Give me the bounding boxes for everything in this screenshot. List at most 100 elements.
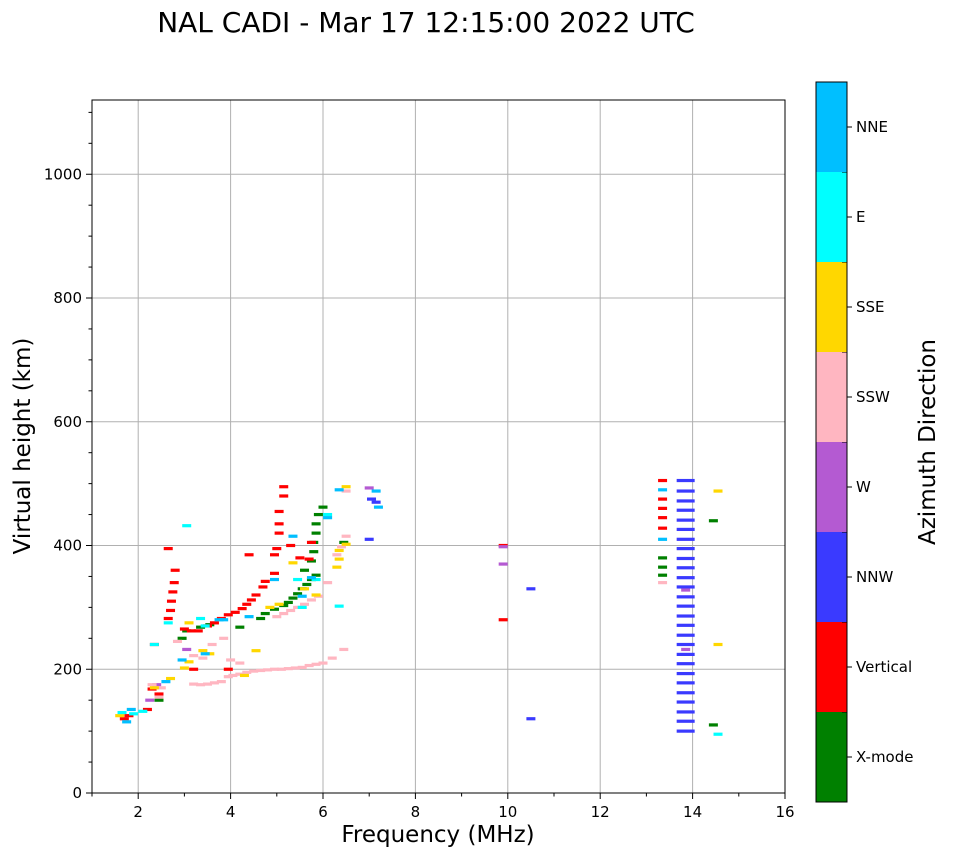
data-point-ssw: [336, 545, 346, 549]
data-point-ssw: [147, 683, 157, 687]
data-point-vertical: [658, 526, 668, 530]
x-tick-label: 6: [318, 803, 328, 821]
colorbar-segment: [816, 712, 847, 802]
data-point-e: [713, 732, 723, 736]
data-point-ssw: [226, 658, 236, 662]
data-point-x-mode: [235, 625, 245, 629]
data-point-vertical: [274, 509, 284, 514]
data-point-vertical: [223, 667, 233, 671]
data-point-vertical: [274, 531, 284, 535]
data-point-nne: [334, 488, 344, 492]
data-point-sse: [341, 542, 351, 546]
data-point-ssw: [172, 639, 182, 644]
data-point-sse: [184, 621, 194, 625]
colorbar-label-w: W: [856, 478, 871, 496]
data-point-x-mode: [309, 550, 319, 554]
x-tick-label: 4: [226, 803, 236, 821]
colorbar-label-vertical: Vertical: [856, 658, 912, 676]
data-point-sse: [265, 605, 275, 609]
data-point-ssw: [256, 668, 266, 673]
data-point-nnw: [676, 614, 695, 618]
data-point-sse: [713, 489, 723, 493]
data-point-e: [138, 709, 148, 713]
data-point-vertical: [154, 692, 164, 696]
data-point-vertical: [163, 616, 173, 621]
data-point-nne: [214, 618, 224, 622]
data-point-vertical: [189, 667, 199, 671]
data-point-x-mode: [293, 592, 303, 596]
colorbar-label-ssw: SSW: [856, 388, 890, 406]
data-point-nnw: [676, 478, 695, 483]
data-point-ssw: [658, 581, 668, 585]
data-point-ssw: [341, 534, 351, 538]
data-point-x-mode: [300, 568, 310, 572]
data-point-e: [200, 624, 210, 628]
data-point-nne: [658, 488, 668, 492]
data-point-vertical: [186, 629, 196, 633]
data-point-nnw: [676, 566, 695, 570]
data-point-w: [182, 647, 192, 652]
data-point-sse: [311, 593, 321, 597]
colorbar: X-mode Vertical NNW W SSW SSE E NNE: [815, 81, 913, 803]
colorbar-label-e: E: [856, 208, 865, 226]
data-point-ssw: [203, 682, 212, 686]
data-point-x-mode: [658, 573, 668, 577]
y-tick-label: 1000: [44, 165, 82, 183]
data-point-vertical: [166, 599, 176, 603]
x-tick-label: 12: [591, 803, 610, 821]
data-point-ssw: [272, 615, 282, 619]
data-point-vertical: [223, 613, 233, 617]
data-point-vertical: [269, 553, 279, 557]
data-point-vertical: [279, 485, 289, 489]
data-point-vertical: [166, 608, 176, 613]
data-point-nnw: [676, 585, 695, 589]
colorbar-frame: [815, 81, 848, 803]
x-tick-label: 2: [133, 803, 143, 821]
data-point-x-mode: [288, 596, 298, 600]
data-point-sse: [115, 714, 125, 718]
data-point-vertical: [193, 629, 203, 633]
data-point-sse: [205, 652, 215, 656]
data-point-nnw: [526, 587, 536, 591]
data-point-ssw: [242, 670, 252, 674]
data-point-ssw: [216, 680, 226, 684]
data-point-nnw: [676, 527, 695, 532]
data-point-nnw: [676, 662, 695, 666]
data-point-nne: [373, 505, 383, 509]
data-point-sse: [274, 602, 284, 606]
data-point-vertical: [163, 546, 173, 551]
data-point-vertical: [295, 556, 305, 560]
data-point-ssw: [332, 553, 342, 557]
data-point-nnw: [676, 508, 695, 512]
data-point-sse: [179, 666, 189, 670]
data-point-sse: [288, 561, 298, 565]
data-point-nnw: [676, 710, 695, 714]
data-point-nnw: [367, 497, 377, 501]
data-point-e: [129, 712, 139, 716]
data-point-nne: [219, 618, 229, 622]
data-point-sse: [334, 548, 344, 553]
y-tick-label: 200: [53, 660, 82, 678]
data-point-e: [163, 621, 173, 625]
data-point-ssw: [283, 667, 293, 671]
data-point-nnw: [676, 576, 695, 580]
data-point-sse: [149, 686, 159, 690]
data-point-vertical: [272, 546, 282, 551]
data-point-vertical: [244, 553, 254, 557]
data-point-e: [293, 577, 303, 582]
data-point-nnw: [676, 652, 695, 656]
data-point-vertical: [209, 621, 219, 625]
data-point-e: [323, 512, 333, 517]
data-point-w: [681, 588, 691, 592]
data-point-nne: [288, 534, 298, 538]
data-point-ssw: [304, 663, 314, 668]
y-axis-ticks: 0 200 400 600 800 1000: [44, 111, 92, 802]
y-tick-label: 400: [53, 537, 82, 555]
data-point-nnw: [526, 717, 536, 721]
data-point-nne: [126, 707, 136, 712]
data-point-ssw: [196, 683, 206, 687]
data-point-x-mode: [306, 577, 316, 582]
data-point-sse: [341, 485, 351, 489]
data-point-nnw: [676, 700, 695, 704]
data-point-ssw: [276, 667, 286, 671]
